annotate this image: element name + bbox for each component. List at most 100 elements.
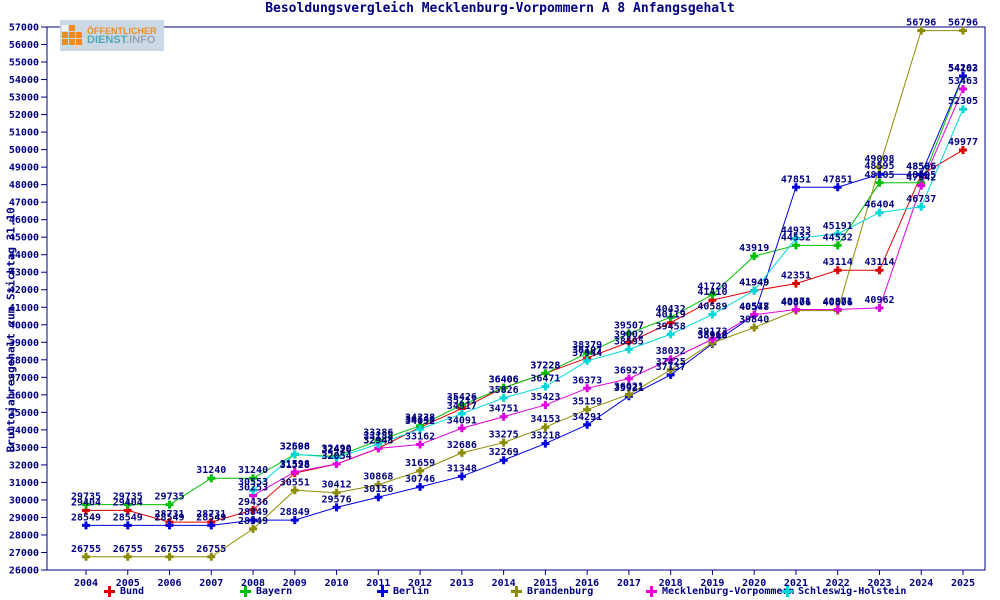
y-tick-label: 46000	[9, 215, 39, 226]
data-point-schleswig-holstein	[583, 356, 592, 365]
data-label-brandenburg: 26755	[113, 544, 143, 555]
data-label-schleswig-holstein: 30553	[238, 477, 268, 488]
data-label-bayern: 39507	[614, 320, 644, 331]
data-label-brandenburg: 26755	[71, 544, 101, 555]
data-label-brandenburg: 34153	[530, 414, 560, 425]
data-label-brandenburg: 56796	[948, 18, 978, 29]
data-point-bayern	[791, 241, 800, 250]
data-point-schleswig-holstein	[666, 330, 675, 339]
data-point-bayern	[541, 369, 550, 378]
y-tick-label: 43000	[9, 268, 39, 279]
data-label-mecklenburg-vorpommern: 47942	[906, 173, 936, 184]
logo-info: .INFO	[126, 33, 156, 46]
data-label-bayern: 34238	[405, 413, 435, 424]
data-label-bayern: 32490	[322, 443, 352, 454]
data-point-brandenburg	[624, 390, 633, 399]
x-tick-label: 2014	[492, 578, 516, 589]
data-label-mecklenburg-vorpommern: 36373	[572, 375, 602, 386]
data-label-brandenburg: 40806	[781, 298, 811, 309]
legend-label-brandenburg: Brandenburg	[527, 585, 594, 597]
data-point-bayern	[499, 383, 508, 392]
data-label-mecklenburg-vorpommern: 40962	[864, 295, 894, 306]
y-tick-label: 36000	[9, 390, 39, 401]
x-tick-label: 2015	[533, 578, 557, 589]
x-tick-label: 2025	[951, 578, 975, 589]
data-label-bayern: 38379	[572, 340, 602, 351]
data-label-brandenburg: 39840	[739, 315, 769, 326]
data-point-schleswig-holstein	[708, 310, 717, 319]
data-point-brandenburg	[750, 323, 759, 332]
data-point-berlin	[791, 183, 800, 192]
data-label-mecklenburg-vorpommern: 33162	[405, 432, 435, 443]
y-tick-label: 57000	[9, 23, 39, 34]
data-point-bayern	[624, 329, 633, 338]
data-label-bayern: 31240	[196, 465, 226, 476]
data-label-berlin: 37137	[656, 362, 686, 373]
y-tick-label: 34000	[9, 425, 39, 436]
logo-squares-icon	[62, 24, 84, 47]
mecklenburg-vorpommern-plus-marker-icon	[646, 585, 657, 597]
data-point-schleswig-holstein	[499, 393, 508, 402]
data-point-brandenburg	[457, 448, 466, 457]
data-label-bayern: 36406	[489, 375, 519, 386]
y-tick-label: 32000	[9, 460, 39, 471]
data-label-brandenburg: 33275	[489, 430, 519, 441]
data-label-schleswig-holstein: 44933	[781, 225, 811, 236]
data-point-berlin	[374, 493, 383, 502]
data-label-brandenburg: 56796	[906, 18, 936, 29]
data-point-mecklenburg-vorpommern	[875, 303, 884, 312]
x-tick-label: 2022	[826, 578, 850, 589]
data-point-bayern	[708, 290, 717, 299]
data-point-mecklenburg-vorpommern	[750, 310, 759, 319]
y-tick-label: 35000	[9, 408, 39, 419]
data-point-berlin	[875, 170, 884, 179]
data-label-bayern: 40432	[656, 304, 686, 315]
legend-label-berlin: Berlin	[393, 585, 430, 597]
data-point-bayern	[82, 500, 90, 509]
y-tick-label: 27000	[9, 548, 39, 559]
series-line-bayern	[86, 76, 964, 506]
data-label-brandenburg: 30412	[322, 480, 352, 491]
data-point-brandenburg	[207, 552, 216, 561]
data-label-berlin: 28549	[196, 512, 226, 523]
series-line-brandenburg	[86, 30, 963, 558]
y-tick-label: 49000	[9, 163, 39, 174]
data-label-bund: 28731	[154, 509, 184, 520]
data-label-berlin: 38918	[697, 331, 727, 342]
legend-item-schleswig-holstein: Schleswig-Holstein	[782, 584, 906, 598]
data-point-bund	[624, 338, 633, 347]
data-label-bayern: 33386	[363, 428, 393, 439]
data-point-berlin	[833, 183, 842, 192]
data-point-brandenburg	[583, 405, 592, 414]
data-label-mecklenburg-vorpommern: 53463	[948, 76, 978, 87]
data-point-brandenburg	[290, 486, 299, 495]
data-label-brandenburg: 37425	[656, 357, 686, 368]
data-point-bayern	[583, 349, 592, 358]
data-label-berlin: 30746	[405, 474, 435, 485]
data-point-bayern	[875, 178, 884, 187]
x-tick-label: 2017	[617, 578, 641, 589]
data-point-berlin	[541, 439, 550, 448]
data-label-schleswig-holstein: 35826	[489, 385, 519, 396]
data-point-schleswig-holstein	[875, 208, 884, 217]
plot-frame	[46, 26, 986, 571]
y-tick-label: 28000	[9, 530, 39, 541]
data-point-schleswig-holstein	[457, 409, 466, 418]
x-tick-label: 2009	[283, 578, 307, 589]
data-point-mecklenburg-vorpommern	[959, 84, 967, 93]
data-label-berlin: 34291	[572, 412, 602, 423]
berlin-plus-marker-icon	[377, 585, 388, 597]
data-point-brandenburg	[123, 552, 132, 561]
x-tick-label: 2004	[74, 578, 98, 589]
data-label-bund: 43114	[823, 257, 853, 268]
data-point-berlin	[165, 521, 174, 530]
y-tick-label: 45000	[9, 233, 39, 244]
data-label-bund: 31528	[280, 460, 310, 471]
data-point-bund	[959, 146, 967, 155]
data-label-schleswig-holstein: 40589	[697, 301, 727, 312]
data-point-berlin	[583, 420, 592, 429]
logo-text: ÖFFENTLICHER DIENST.INFO	[87, 26, 157, 46]
data-point-schleswig-holstein	[541, 382, 550, 391]
data-point-mecklenburg-vorpommern	[917, 181, 926, 190]
data-label-mecklenburg-vorpommern: 40871	[823, 297, 853, 308]
